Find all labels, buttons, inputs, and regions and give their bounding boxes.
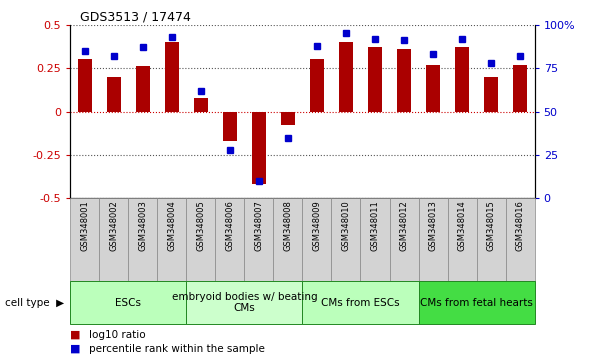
Text: ■: ■ — [70, 344, 81, 354]
Text: GSM348002: GSM348002 — [109, 200, 119, 251]
Text: GSM348006: GSM348006 — [225, 200, 235, 251]
Text: GSM348007: GSM348007 — [254, 200, 263, 251]
Text: cell type  ▶: cell type ▶ — [5, 298, 64, 308]
Bar — [338, 42, 353, 112]
Text: log10 ratio: log10 ratio — [89, 330, 145, 339]
Bar — [331, 198, 360, 281]
Text: GSM348008: GSM348008 — [284, 200, 293, 251]
Bar — [477, 198, 506, 281]
Bar — [78, 59, 92, 112]
Bar — [513, 65, 527, 112]
Bar — [222, 112, 237, 141]
Bar — [194, 98, 208, 112]
Text: embryoid bodies w/ beating
CMs: embryoid bodies w/ beating CMs — [172, 292, 317, 314]
Bar — [506, 198, 535, 281]
Bar — [164, 42, 179, 112]
Bar — [280, 112, 295, 125]
Text: GSM348009: GSM348009 — [312, 200, 321, 251]
Bar — [70, 281, 186, 324]
Bar — [252, 112, 266, 184]
Text: GSM348014: GSM348014 — [458, 200, 467, 251]
Bar — [106, 77, 121, 112]
Bar — [447, 198, 477, 281]
Text: GSM348003: GSM348003 — [138, 200, 147, 251]
Text: GSM348016: GSM348016 — [516, 200, 525, 251]
Bar — [244, 198, 274, 281]
Bar — [136, 67, 150, 112]
Bar — [390, 198, 419, 281]
Text: ■: ■ — [70, 330, 81, 339]
Text: ESCs: ESCs — [115, 298, 141, 308]
Text: GSM348004: GSM348004 — [167, 200, 177, 251]
Bar — [302, 281, 419, 324]
Bar — [360, 198, 390, 281]
Bar — [484, 77, 499, 112]
Bar — [310, 59, 324, 112]
Text: GSM348013: GSM348013 — [428, 200, 437, 251]
Bar — [419, 281, 535, 324]
Text: GSM348001: GSM348001 — [80, 200, 89, 251]
Bar — [186, 281, 302, 324]
Bar — [216, 198, 244, 281]
Bar — [128, 198, 158, 281]
Bar — [419, 198, 447, 281]
Bar — [397, 49, 411, 112]
Text: GSM348012: GSM348012 — [400, 200, 409, 251]
Bar — [368, 47, 382, 112]
Bar — [302, 198, 332, 281]
Bar — [426, 65, 441, 112]
Text: CMs from ESCs: CMs from ESCs — [321, 298, 400, 308]
Text: GSM348010: GSM348010 — [342, 200, 351, 251]
Text: GSM348011: GSM348011 — [370, 200, 379, 251]
Text: GSM348005: GSM348005 — [196, 200, 205, 251]
Bar — [455, 47, 469, 112]
Bar — [100, 198, 128, 281]
Text: GDS3513 / 17474: GDS3513 / 17474 — [79, 11, 191, 24]
Text: percentile rank within the sample: percentile rank within the sample — [89, 344, 265, 354]
Text: GSM348015: GSM348015 — [486, 200, 496, 251]
Bar — [158, 198, 186, 281]
Bar — [274, 198, 302, 281]
Bar — [70, 198, 99, 281]
Text: CMs from fetal hearts: CMs from fetal hearts — [420, 298, 533, 308]
Bar — [186, 198, 216, 281]
